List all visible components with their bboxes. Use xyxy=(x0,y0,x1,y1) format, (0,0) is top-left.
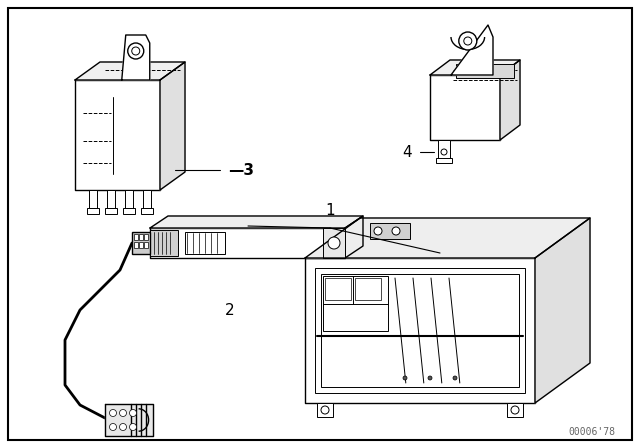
Bar xyxy=(370,223,410,239)
Polygon shape xyxy=(500,60,520,140)
Circle shape xyxy=(453,376,457,380)
Bar xyxy=(436,158,452,163)
Polygon shape xyxy=(75,80,160,190)
Text: 00006'78: 00006'78 xyxy=(568,427,615,437)
Bar xyxy=(132,232,150,254)
Polygon shape xyxy=(305,218,590,258)
Bar xyxy=(507,403,523,417)
Circle shape xyxy=(328,237,340,249)
Polygon shape xyxy=(430,75,500,140)
Bar xyxy=(144,242,148,248)
Circle shape xyxy=(321,406,329,414)
Polygon shape xyxy=(160,62,185,190)
Circle shape xyxy=(128,43,144,59)
Circle shape xyxy=(428,376,432,380)
Bar xyxy=(323,276,388,331)
Circle shape xyxy=(459,32,477,50)
Bar xyxy=(143,190,151,208)
Bar xyxy=(134,242,138,248)
Bar xyxy=(150,230,178,256)
Circle shape xyxy=(129,423,136,431)
Text: 2: 2 xyxy=(225,302,235,318)
Circle shape xyxy=(109,409,116,417)
Bar xyxy=(321,274,519,387)
Bar xyxy=(107,190,115,208)
Polygon shape xyxy=(75,62,185,80)
Bar xyxy=(139,242,143,248)
Polygon shape xyxy=(535,218,590,403)
Circle shape xyxy=(441,149,447,155)
Bar xyxy=(141,208,153,214)
Bar xyxy=(325,278,351,300)
Circle shape xyxy=(120,409,127,417)
Circle shape xyxy=(392,227,400,235)
Bar xyxy=(139,234,143,240)
Polygon shape xyxy=(451,25,493,75)
Polygon shape xyxy=(122,35,150,80)
Polygon shape xyxy=(305,258,535,403)
Bar xyxy=(438,140,450,158)
Bar xyxy=(134,234,138,240)
Circle shape xyxy=(403,376,407,380)
Polygon shape xyxy=(105,404,153,436)
Polygon shape xyxy=(150,228,345,258)
Circle shape xyxy=(132,47,140,55)
Bar xyxy=(456,64,514,78)
Bar xyxy=(123,208,135,214)
Bar xyxy=(144,234,148,240)
Circle shape xyxy=(129,409,136,417)
Bar xyxy=(105,208,117,214)
Bar xyxy=(185,232,225,254)
Bar xyxy=(87,208,99,214)
Bar xyxy=(315,268,525,393)
Circle shape xyxy=(511,406,519,414)
Polygon shape xyxy=(345,216,363,258)
Bar xyxy=(317,403,333,417)
Bar xyxy=(323,228,345,258)
Polygon shape xyxy=(150,216,363,228)
Bar xyxy=(355,278,381,300)
Bar xyxy=(89,190,97,208)
Circle shape xyxy=(374,227,382,235)
Text: 1: 1 xyxy=(325,203,335,218)
Circle shape xyxy=(464,37,472,45)
Circle shape xyxy=(120,423,127,431)
Text: 4: 4 xyxy=(403,145,412,159)
Polygon shape xyxy=(430,60,520,75)
Text: —3: —3 xyxy=(228,163,254,177)
Bar xyxy=(125,190,133,208)
Circle shape xyxy=(109,423,116,431)
